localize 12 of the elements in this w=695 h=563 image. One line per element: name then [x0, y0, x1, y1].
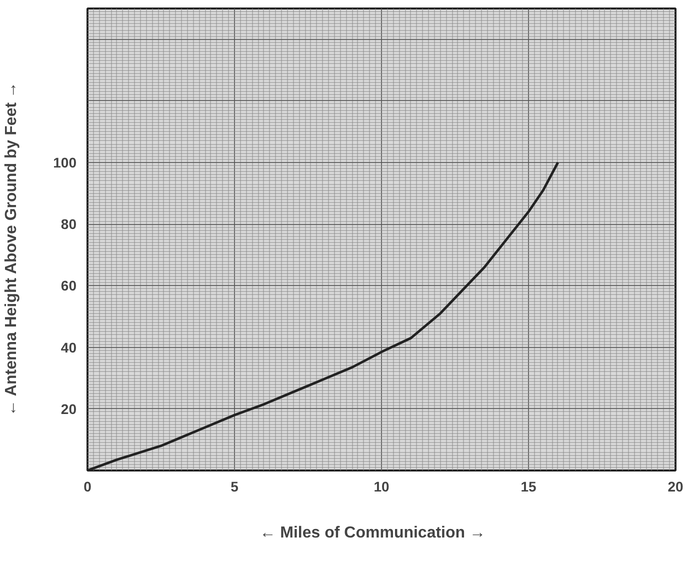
x-tick-label: 10 [374, 478, 390, 494]
y-axis-title: ← Antenna Height Above Ground by Feet → [3, 82, 20, 416]
x-tick-label: 15 [520, 478, 536, 494]
y-tick-label: 80 [60, 216, 77, 232]
y-tick-label: 60 [60, 278, 77, 294]
y-tick-label: 20 [60, 400, 77, 417]
x-tick-label: 5 [230, 478, 239, 494]
x-tick-label: 0 [84, 478, 92, 494]
x-axis-title: ← Miles of Communication → [260, 524, 486, 542]
y-tick-label: 100 [53, 154, 77, 170]
x-tick-label: 20 [668, 478, 684, 494]
y-tick-label: 40 [60, 339, 77, 356]
